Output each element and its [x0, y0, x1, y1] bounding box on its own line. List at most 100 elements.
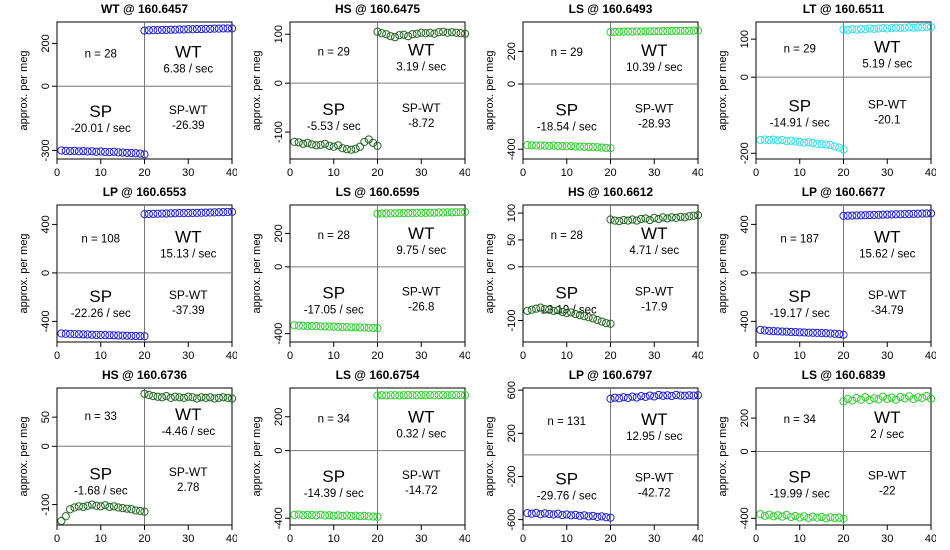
- sp-wt-label: SP-WT: [169, 103, 208, 117]
- n-count: n = 29: [318, 47, 350, 59]
- data-point-sp: [800, 512, 809, 521]
- y-tick-label: 200: [273, 224, 285, 242]
- data-point-sp: [83, 330, 92, 339]
- x-tick-label: 40: [459, 167, 470, 179]
- data-point-sp: [813, 513, 822, 522]
- data-point-wt: [456, 391, 465, 400]
- data-point-wt: [425, 208, 435, 217]
- y-tick-label: 100: [739, 30, 751, 48]
- data-point-sp: [136, 331, 145, 341]
- y-tick-label: 200: [739, 409, 751, 427]
- x-tick-label: 20: [371, 533, 383, 545]
- chart-panel: LP @ 160.6553 0 10 20 30 40 -400 0 400 approx. pe…: [5, 183, 237, 366]
- sp-wt-label: SP-WT: [868, 468, 907, 482]
- data-point-wt: [848, 396, 857, 405]
- data-point-sp: [369, 138, 378, 147]
- data-point-wt: [408, 391, 417, 400]
- sp-rate: -1.68 / sec: [74, 485, 128, 497]
- data-point-sp: [536, 510, 545, 519]
- data-point-wt: [377, 29, 386, 38]
- data-point-wt: [856, 211, 866, 220]
- data-point-sp: [83, 147, 92, 156]
- x-tick-label: 20: [837, 533, 849, 545]
- y-axis-label: approx. per meg: [251, 233, 263, 313]
- data-point-wt: [926, 394, 936, 403]
- data-point-sp: [373, 141, 382, 150]
- wt-label: WT: [641, 410, 667, 429]
- x-tick-label: 10: [794, 350, 806, 362]
- wt-rate: 15.62 / sec: [859, 248, 916, 260]
- data-point-sp: [325, 141, 334, 150]
- sp-rate: -14.91 / sec: [770, 118, 830, 130]
- data-point-sp: [140, 507, 149, 516]
- data-point-wt: [192, 208, 202, 217]
- x-tick-label: 20: [604, 350, 616, 362]
- sp-wt-label: SP-WT: [635, 471, 674, 485]
- y-tick-label: -300: [40, 139, 52, 161]
- data-point-sp: [79, 502, 88, 512]
- chart-panel: LS @ 160.6493 0 10 20 30 40 -400 0 200 approx. pe…: [471, 0, 703, 183]
- sp-label: SP: [89, 102, 112, 121]
- data-point-sp: [360, 511, 369, 520]
- data-point-sp: [136, 149, 145, 158]
- data-point-sp: [756, 135, 765, 145]
- data-point-wt: [843, 394, 852, 403]
- data-point-sp: [567, 308, 576, 317]
- data-point-wt: [382, 30, 391, 39]
- data-point-wt: [179, 393, 188, 403]
- x-tick-label: 10: [95, 167, 107, 179]
- wt-rate: 2 / sec: [870, 429, 904, 441]
- sp-wt-diff: -34.79: [871, 305, 904, 317]
- data-point-sp: [347, 323, 356, 332]
- data-point-wt: [905, 23, 914, 32]
- data-point-wt: [390, 209, 400, 218]
- data-point-sp: [567, 142, 576, 151]
- data-point-wt: [219, 24, 228, 33]
- data-point-sp: [118, 148, 127, 157]
- data-point-sp: [122, 504, 132, 513]
- data-point-sp: [545, 305, 554, 314]
- data-point-wt: [395, 209, 404, 218]
- data-point-wt: [623, 393, 633, 403]
- y-tick-label: -600: [506, 509, 518, 531]
- x-tick-label: 30: [182, 533, 194, 545]
- data-point-sp: [79, 330, 88, 339]
- data-point-sp: [325, 322, 334, 331]
- wt-rate: 0.32 / sec: [396, 428, 446, 440]
- x-tick-label: 30: [415, 167, 427, 179]
- data-point-wt: [430, 208, 439, 217]
- n-count: n = 33: [85, 411, 117, 423]
- data-point-sp: [826, 513, 835, 522]
- sp-label: SP: [322, 283, 345, 302]
- data-point-sp: [105, 331, 114, 340]
- data-point-sp: [593, 143, 602, 152]
- data-point-sp: [114, 331, 123, 340]
- data-point-sp: [83, 501, 92, 510]
- data-point-wt: [852, 25, 861, 34]
- data-point-sp: [312, 322, 321, 331]
- data-point-wt: [848, 25, 857, 34]
- data-point-sp: [791, 137, 800, 146]
- data-point-wt: [153, 209, 162, 218]
- data-point-sp: [835, 143, 844, 152]
- data-point-sp: [839, 514, 848, 523]
- data-point-wt: [887, 23, 896, 33]
- data-point-wt: [870, 24, 879, 33]
- data-point-wt: [382, 391, 391, 400]
- x-tick-label: 30: [881, 533, 893, 545]
- data-point-sp: [553, 306, 563, 315]
- data-point-sp: [821, 514, 831, 523]
- data-point-wt: [417, 208, 426, 217]
- data-point-wt: [197, 393, 206, 402]
- data-point-sp: [804, 328, 813, 337]
- data-point-wt: [434, 391, 443, 400]
- data-point-sp: [66, 505, 75, 514]
- data-point-sp: [795, 328, 804, 337]
- data-point-wt: [395, 31, 404, 40]
- y-tick-label: 0: [739, 448, 751, 454]
- data-point-sp: [373, 324, 382, 333]
- data-point-sp: [360, 137, 369, 146]
- data-point-sp: [527, 305, 536, 314]
- sp-rate: -22.26 / sec: [71, 308, 131, 320]
- data-point-wt: [460, 29, 470, 38]
